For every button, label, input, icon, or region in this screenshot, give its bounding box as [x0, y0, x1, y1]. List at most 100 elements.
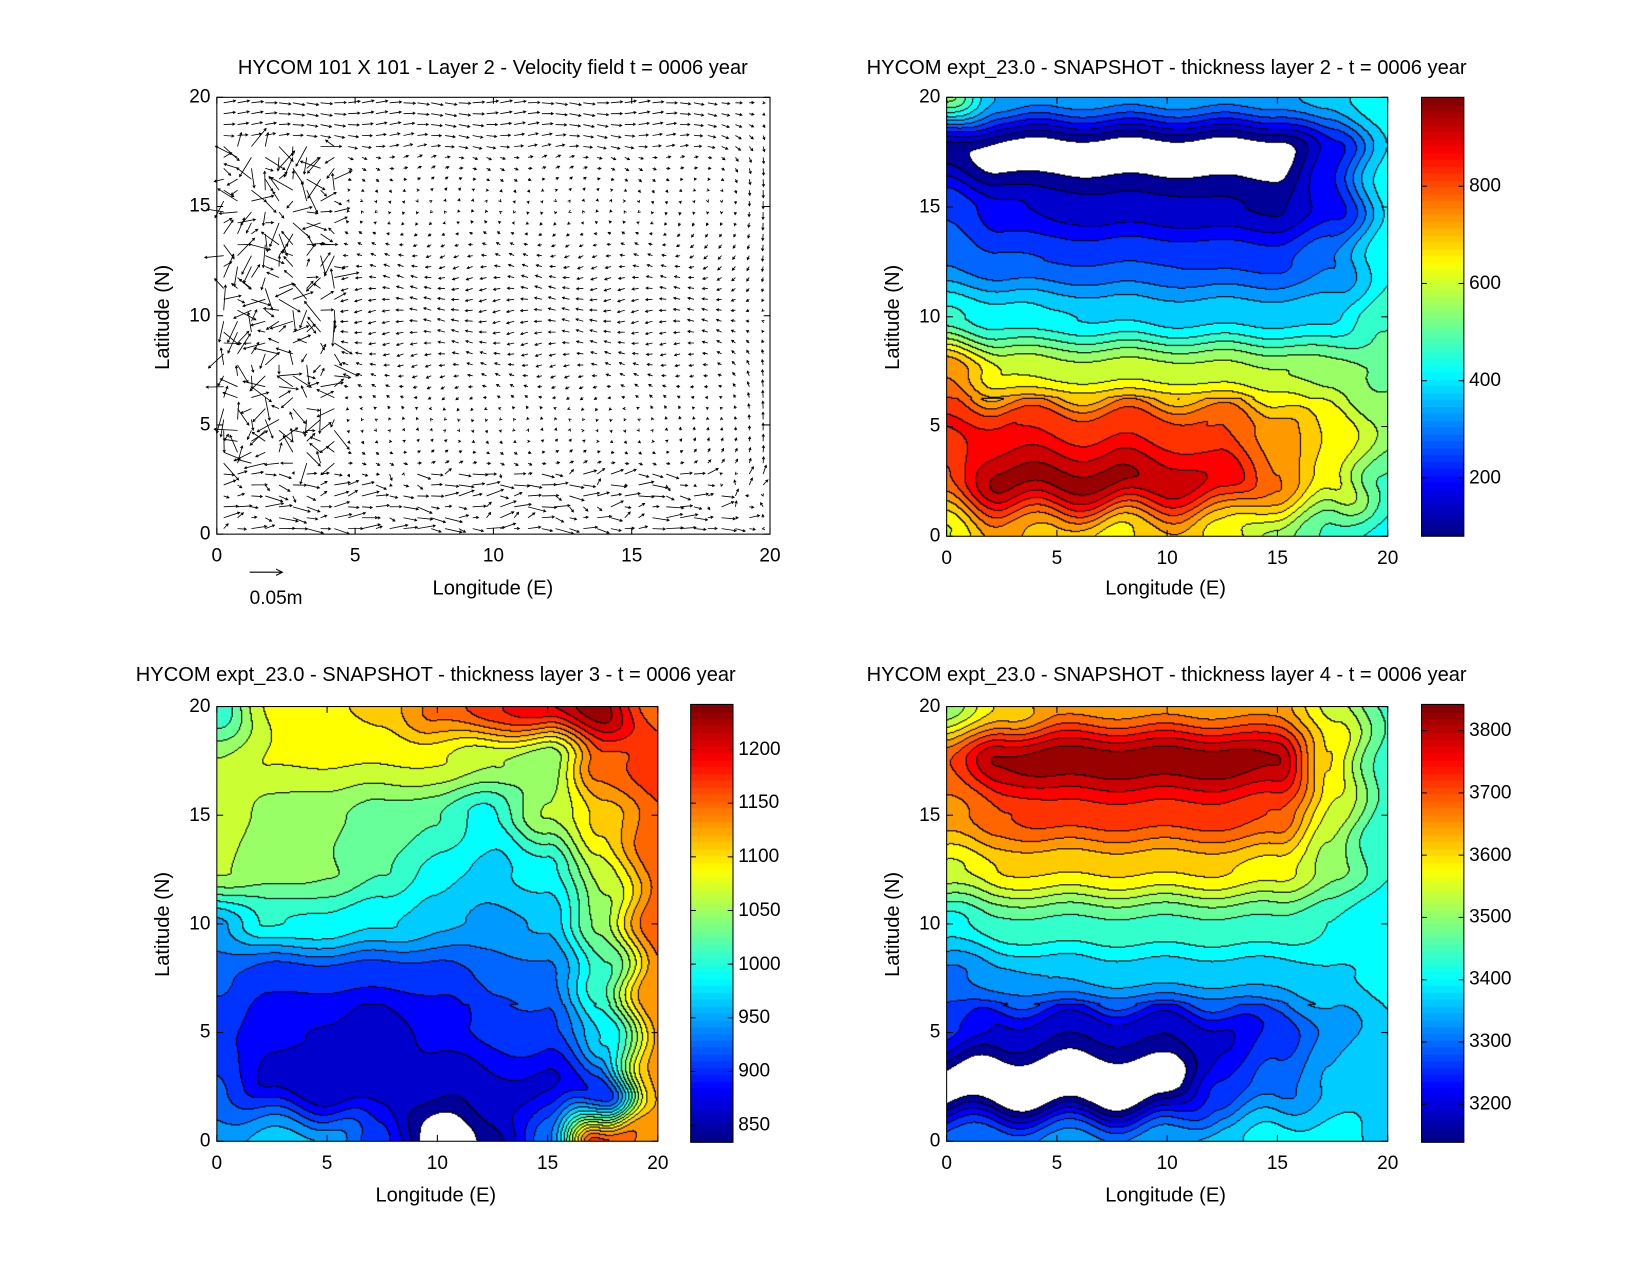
velocity-arrow	[735, 135, 742, 140]
velocity-arrow	[478, 288, 487, 292]
velocity-arrow	[527, 121, 540, 126]
velocity-arrow	[436, 307, 446, 311]
velocity-arrow	[403, 111, 416, 115]
velocity-arrow	[237, 527, 248, 531]
contour-field-4	[946, 706, 1388, 1142]
velocity-arrow	[395, 308, 404, 312]
velocity-arrow	[514, 99, 527, 104]
velocity-arrow	[223, 219, 234, 235]
velocity-arrow	[561, 296, 570, 300]
velocity-arrow	[609, 418, 613, 423]
velocity-arrow	[679, 155, 686, 159]
velocity-arrow	[596, 439, 600, 443]
velocity-arrow	[650, 405, 654, 409]
velocity-arrow	[401, 211, 406, 216]
velocity-arrow	[747, 211, 751, 218]
velocity-arrow	[541, 473, 555, 479]
velocity-arrow	[676, 233, 681, 238]
velocity-arrow	[630, 320, 639, 325]
velocity-arrow	[597, 514, 613, 519]
velocity-arrow	[616, 309, 625, 314]
velocity-arrow	[306, 451, 321, 467]
velocity-arrow	[429, 200, 433, 204]
velocity-arrow	[444, 145, 455, 149]
velocity-arrow	[251, 127, 267, 147]
velocity-arrow	[292, 408, 307, 425]
velocity-arrow	[320, 124, 333, 128]
velocity-arrow	[547, 296, 556, 300]
velocity-arrow	[707, 468, 719, 475]
velocity-arrow	[721, 146, 729, 150]
velocity-arrow	[309, 436, 321, 442]
velocity-arrow	[610, 492, 623, 497]
velocity-arrow	[437, 352, 445, 356]
velocity-arrow	[583, 525, 599, 530]
velocity-arrow	[431, 113, 444, 117]
velocity-arrow	[522, 253, 529, 257]
velocity-arrow	[583, 135, 595, 139]
velocity-arrow	[340, 277, 349, 281]
velocity-arrow	[343, 242, 349, 246]
velocity-arrow	[389, 143, 400, 147]
velocity-arrow	[527, 178, 532, 182]
velocity-arrow	[644, 320, 653, 325]
velocity-arrow	[359, 406, 363, 411]
velocity-arrow	[735, 112, 743, 117]
velocity-arrow	[569, 176, 574, 180]
x-axis-label: Longitude (E)	[1105, 577, 1226, 600]
velocity-arrow	[265, 517, 273, 522]
velocity-arrow	[389, 451, 394, 455]
velocity-arrow	[678, 222, 681, 227]
velocity-arrow	[680, 483, 689, 488]
velocity-arrow	[283, 255, 294, 267]
velocity-arrow	[666, 495, 675, 501]
velocity-arrow	[251, 121, 264, 126]
velocity-arrow	[582, 439, 586, 443]
velocity-arrow	[716, 277, 722, 281]
velocity-arrow	[334, 271, 360, 278]
velocity-arrow	[484, 429, 489, 434]
velocity-arrow	[251, 364, 255, 374]
velocity-arrow	[701, 276, 708, 280]
velocity-arrow	[527, 166, 533, 171]
velocity-arrow	[749, 124, 755, 128]
velocity-arrow	[569, 113, 582, 118]
velocity-arrow	[509, 384, 515, 388]
velocity-arrow	[567, 221, 571, 225]
velocity-arrow	[651, 439, 655, 443]
velocity-arrow	[412, 243, 418, 247]
velocity-arrow	[675, 244, 681, 247]
colorbar-tick-label: 3200	[1469, 1092, 1512, 1114]
velocity-arrow	[690, 395, 695, 400]
velocity-arrow	[292, 222, 311, 239]
velocity-arrow	[382, 342, 390, 347]
velocity-arrow	[749, 112, 755, 116]
velocity-arrow	[371, 384, 377, 388]
velocity-arrow	[761, 389, 765, 398]
velocity-arrow	[397, 253, 404, 257]
velocity-arrow	[410, 364, 418, 368]
velocity-arrow	[511, 221, 515, 225]
velocity-arrow	[761, 288, 765, 293]
x-tick-label: 0	[211, 1151, 223, 1173]
velocity-arrow	[375, 121, 388, 126]
velocity-arrow	[735, 101, 743, 105]
velocity-arrow	[760, 493, 764, 497]
velocity-arrow	[417, 102, 431, 106]
velocity-arrow	[666, 461, 671, 466]
velocity-arrow	[458, 101, 472, 105]
velocity-arrow	[401, 222, 405, 226]
velocity-arrow	[507, 362, 515, 367]
velocity-arrow	[646, 264, 653, 268]
velocity-arrow	[761, 244, 765, 252]
velocity-arrow	[761, 308, 765, 312]
velocity-arrow	[278, 484, 291, 492]
velocity-arrow	[464, 319, 473, 323]
velocity-arrow	[292, 506, 311, 513]
velocity-arrow	[521, 363, 529, 367]
velocity-arrow	[707, 492, 715, 497]
velocity-arrow	[306, 484, 321, 489]
velocity-arrow	[555, 123, 568, 127]
velocity-arrow	[658, 320, 667, 324]
velocity-arrow	[597, 491, 610, 497]
